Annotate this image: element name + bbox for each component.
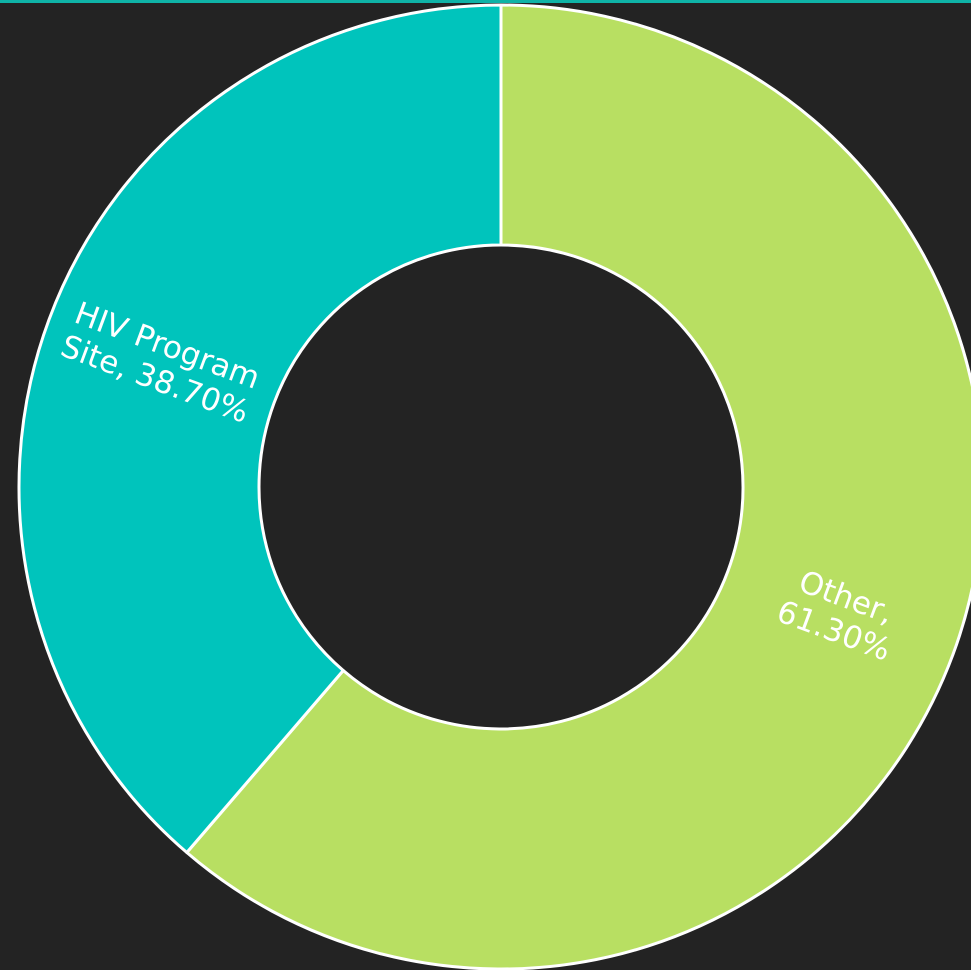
slice-other [185,3,971,970]
top-accent-rule [0,0,971,3]
donut-slices [17,3,971,970]
slice-hiv-program-site [17,3,503,855]
